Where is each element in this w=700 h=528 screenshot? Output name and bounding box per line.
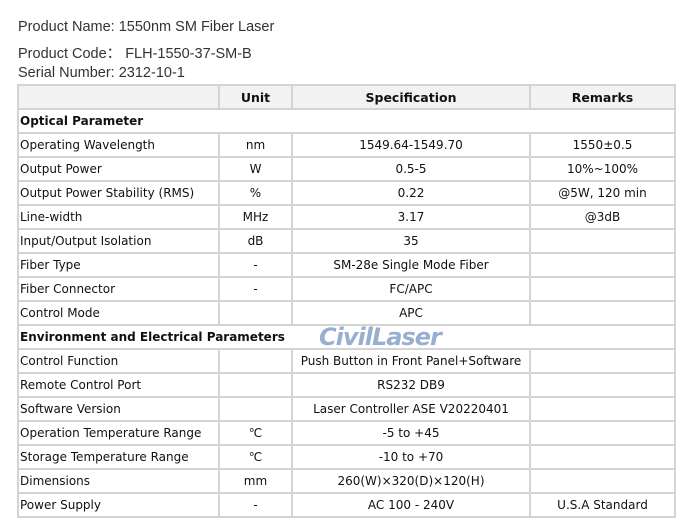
parameter-cell: Storage Temperature Range bbox=[17, 444, 220, 470]
unit-cell: - bbox=[218, 492, 293, 518]
unit-cell bbox=[218, 300, 293, 326]
table-row: Dimensions mm 260(W)×320(D)×120(H) bbox=[17, 468, 676, 494]
unit-cell: % bbox=[218, 180, 293, 206]
remarks-cell bbox=[529, 468, 676, 494]
table-row: Output Power Stability (RMS) % 0.22 @5W,… bbox=[17, 180, 676, 206]
table-row: Input/Output Isolation dB 35 bbox=[17, 228, 676, 254]
parameter-cell: Output Power Stability (RMS) bbox=[17, 180, 220, 206]
section-row: Environment and Electrical Parameters Civ… bbox=[17, 323, 676, 351]
unit-cell: W bbox=[218, 156, 293, 182]
serial-number: Serial Number: 2312-10-1 bbox=[18, 65, 185, 81]
parameter-cell: Control Mode bbox=[17, 300, 220, 326]
spec-cell: RS232 DB9 bbox=[291, 372, 531, 398]
unit-cell bbox=[218, 348, 293, 374]
product-name: Product Name: 1550nm SM Fiber Laser bbox=[18, 19, 275, 35]
spec-cell: -10 to +70 bbox=[291, 444, 531, 470]
parameter-cell: Output Power bbox=[17, 156, 220, 182]
remarks-cell bbox=[529, 348, 676, 374]
parameter-cell: Power Supply bbox=[17, 492, 220, 518]
product-code: Product Code： FLH-1550-37-SM-B bbox=[18, 46, 252, 62]
parameter-cell: Fiber Connector bbox=[17, 276, 220, 302]
parameter-cell: Dimensions bbox=[17, 468, 220, 494]
remarks-cell bbox=[529, 372, 676, 398]
unit-cell bbox=[218, 396, 293, 422]
spec-cell: -5 to +45 bbox=[291, 420, 531, 446]
spec-cell: 1549.64-1549.70 bbox=[291, 132, 531, 158]
remarks-cell: U.S.A Standard bbox=[529, 492, 676, 518]
table-row: Output Power W 0.5-5 10%~100% bbox=[17, 156, 676, 182]
section-row: Optical Parameter bbox=[17, 108, 676, 134]
table-row: Software Version Laser Controller ASE V2… bbox=[17, 396, 676, 422]
table-header: Unit Specification Remarks bbox=[17, 84, 676, 110]
section-title: Environment and Electrical Parameters bbox=[20, 330, 285, 344]
remarks-cell bbox=[529, 444, 676, 470]
column-header: Specification bbox=[291, 84, 531, 110]
unit-cell: ℃ bbox=[218, 444, 293, 470]
remarks-cell: 1550±0.5 bbox=[529, 132, 676, 158]
table-row: Fiber Type - SM-28e Single Mode Fiber bbox=[17, 252, 676, 278]
parameter-cell: Fiber Type bbox=[17, 252, 220, 278]
table-row: Remote Control Port RS232 DB9 bbox=[17, 372, 676, 398]
spec-cell: FC/APC bbox=[291, 276, 531, 302]
remarks-cell bbox=[529, 300, 676, 326]
parameter-cell: Remote Control Port bbox=[17, 372, 220, 398]
unit-cell: - bbox=[218, 276, 293, 302]
section-cell: Environment and Electrical Parameters Civ… bbox=[17, 323, 676, 351]
spec-cell: Laser Controller ASE V20220401 bbox=[291, 396, 531, 422]
column-header: Unit bbox=[218, 84, 293, 110]
remarks-cell bbox=[529, 396, 676, 422]
unit-cell bbox=[218, 372, 293, 398]
parameter-cell: Operating Wavelength bbox=[17, 132, 220, 158]
parameter-cell: Operation Temperature Range bbox=[17, 420, 220, 446]
table-row: Line-width MHz 3.17 @3dB bbox=[17, 204, 676, 230]
column-header: Remarks bbox=[529, 84, 676, 110]
parameter-cell: Line-width bbox=[17, 204, 220, 230]
parameter-cell: Software Version bbox=[17, 396, 220, 422]
table-row: Power Supply - AC 100 - 240V U.S.A Stand… bbox=[17, 492, 676, 518]
table-row: Operating Wavelength nm 1549.64-1549.70 … bbox=[17, 132, 676, 158]
spec-cell: 260(W)×320(D)×120(H) bbox=[291, 468, 531, 494]
table-row: Control Mode APC bbox=[17, 300, 676, 326]
unit-cell: MHz bbox=[218, 204, 293, 230]
table-row: Fiber Connector - FC/APC bbox=[17, 276, 676, 302]
spec-cell: 3.17 bbox=[291, 204, 531, 230]
spec-cell: 0.5-5 bbox=[291, 156, 531, 182]
spec-cell: AC 100 - 240V bbox=[291, 492, 531, 518]
spec-table: Unit Specification Remarks Optical Param… bbox=[17, 84, 676, 518]
column-header bbox=[17, 84, 220, 110]
table-row: Storage Temperature Range ℃ -10 to +70 bbox=[17, 444, 676, 470]
unit-cell: dB bbox=[218, 228, 293, 254]
remarks-cell: @3dB bbox=[529, 204, 676, 230]
parameter-cell: Control Function bbox=[17, 348, 220, 374]
unit-cell: ℃ bbox=[218, 420, 293, 446]
unit-cell: mm bbox=[218, 468, 293, 494]
unit-cell: nm bbox=[218, 132, 293, 158]
section-title: Optical Parameter bbox=[20, 114, 144, 128]
remarks-cell: @5W, 120 min bbox=[529, 180, 676, 206]
section-cell: Optical Parameter bbox=[17, 108, 676, 134]
table-row: Operation Temperature Range ℃ -5 to +45 bbox=[17, 420, 676, 446]
remarks-cell bbox=[529, 252, 676, 278]
watermark-logo: CivilLaser bbox=[319, 323, 442, 351]
spec-cell: APC bbox=[291, 300, 531, 326]
table-row: Control Function Push Button in Front Pa… bbox=[17, 348, 676, 374]
parameter-cell: Input/Output Isolation bbox=[17, 228, 220, 254]
remarks-cell bbox=[529, 228, 676, 254]
spec-cell: 0.22 bbox=[291, 180, 531, 206]
spec-cell: 35 bbox=[291, 228, 531, 254]
unit-cell: - bbox=[218, 252, 293, 278]
spec-cell: Push Button in Front Panel+Software bbox=[291, 348, 531, 374]
remarks-cell bbox=[529, 276, 676, 302]
remarks-cell: 10%~100% bbox=[529, 156, 676, 182]
spec-cell: SM-28e Single Mode Fiber bbox=[291, 252, 531, 278]
remarks-cell bbox=[529, 420, 676, 446]
